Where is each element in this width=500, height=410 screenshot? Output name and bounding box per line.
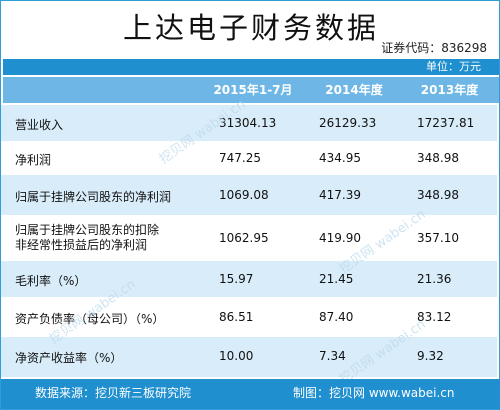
- table-row: 毛利率（%） 15.97 21.45 21.36: [1, 261, 497, 297]
- value-2014: 26129.33: [319, 116, 377, 130]
- value-2014: 21.45: [319, 272, 354, 286]
- column-header-2013: 2013年度: [420, 83, 479, 97]
- footer-bar: 数据来源：挖贝新三板研究院 制图：挖贝网 www.wabei.cn: [1, 379, 500, 409]
- value-2015: 747.25: [219, 151, 261, 165]
- row-label: 毛利率（%）: [15, 274, 87, 288]
- table-row: 归属于挂牌公司股东的净利润 1069.08 417.39 348.98: [1, 175, 497, 215]
- value-2013: 357.10: [417, 231, 459, 245]
- row-label: 净资产收益率（%）: [15, 351, 123, 365]
- page-title: 上达电子财务数据: [122, 11, 379, 45]
- table-row: 营业收入 31304.13 26129.33 17237.81: [1, 105, 497, 141]
- unit-bar: 单位：万元: [3, 59, 499, 75]
- value-2014: 434.95: [319, 151, 361, 165]
- value-2014: 419.90: [319, 231, 361, 245]
- row-label: 净利润: [15, 153, 52, 167]
- value-2014: 7.34: [319, 349, 346, 363]
- value-2015: 15.97: [219, 272, 254, 286]
- table-row: 资产负债率（母公司）（%） 86.51 87.40 83.12: [1, 297, 497, 337]
- unit-label: 单位：万元: [426, 60, 481, 73]
- value-2015: 1069.08: [219, 188, 269, 202]
- chart-maker: 制图：挖贝网 www.wabei.cn: [293, 386, 455, 400]
- value-2013: 348.98: [417, 188, 459, 202]
- value-2013: 348.98: [417, 151, 459, 165]
- value-2015: 31304.13: [219, 116, 277, 130]
- table-header: 2015年1-7月 2014年度 2013年度: [3, 77, 499, 103]
- data-source: 数据来源：挖贝新三板研究院: [35, 386, 192, 400]
- table-row: 净利润 747.25 434.95 348.98: [1, 141, 497, 175]
- table-row: 净资产收益率（%） 10.00 7.34 9.32: [1, 337, 497, 377]
- column-header-2015: 2015年1-7月: [213, 83, 293, 97]
- row-label: 归属于挂牌公司股东的净利润: [15, 190, 172, 204]
- row-label: 资产负债率（母公司）（%）: [15, 312, 165, 326]
- value-2013: 21.36: [417, 272, 452, 286]
- value-2013: 9.32: [417, 349, 444, 363]
- security-code: 证券代码：836298: [381, 41, 487, 55]
- row-label-line2: 非经常性损益后的净利润: [15, 238, 148, 252]
- value-2015: 1062.95: [219, 231, 269, 245]
- value-2013: 17237.81: [417, 116, 475, 130]
- table-row: 归属于挂牌公司股东的扣除 非经常性损益后的净利润 1062.95 419.90 …: [1, 215, 497, 261]
- value-2015: 86.51: [219, 310, 254, 324]
- value-2014: 87.40: [319, 310, 354, 324]
- value-2014: 417.39: [319, 188, 361, 202]
- row-label: 营业收入: [15, 118, 64, 132]
- value-2015: 10.00: [219, 349, 254, 363]
- row-label: 归属于挂牌公司股东的扣除: [15, 223, 160, 237]
- column-header-2014: 2014年度: [325, 83, 383, 97]
- value-2013: 83.12: [417, 310, 452, 324]
